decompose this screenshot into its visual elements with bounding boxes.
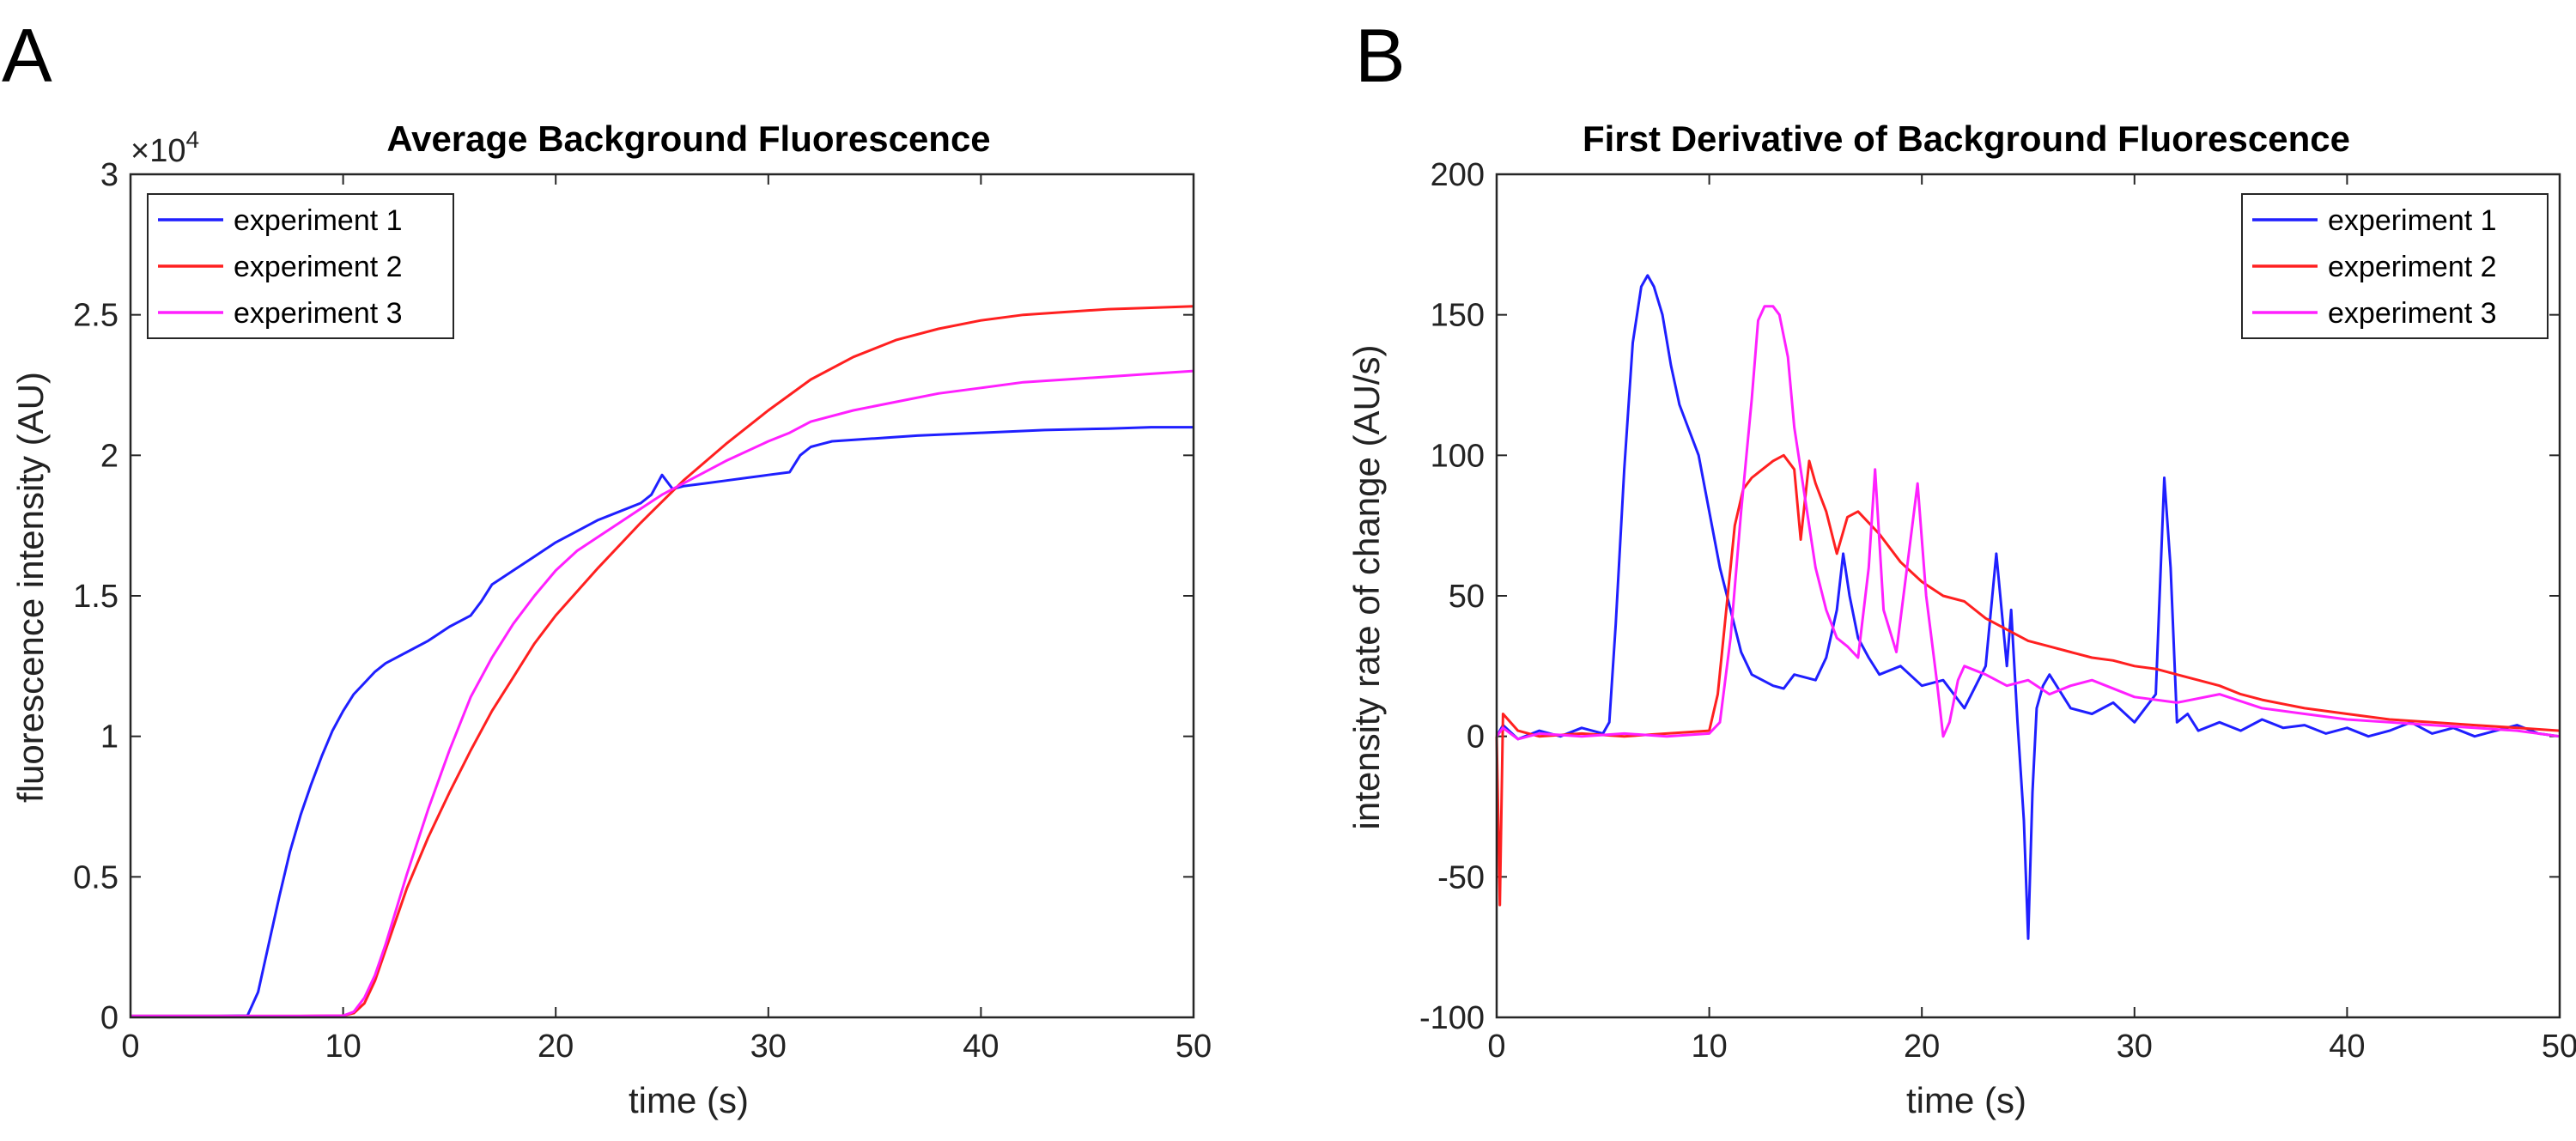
y-tick-label: 200 — [1431, 157, 1485, 193]
chart-a-y-exponent: ×104 — [131, 126, 199, 169]
chart-panel-b: First Derivative of Background Fluoresce… — [1346, 118, 2576, 1120]
x-tick-label: 40 — [963, 1029, 999, 1065]
x-tick-label: 30 — [750, 1029, 787, 1065]
x-tick-label: 50 — [1176, 1029, 1212, 1065]
y-tick-label: 2 — [100, 438, 118, 474]
y-tick-label: 2.5 — [73, 298, 118, 334]
chart-a-legend: experiment 1 experiment 2 experiment 3 — [147, 193, 454, 339]
legend-label-experiment-1: experiment 1 — [2328, 204, 2497, 237]
chart-b-ticks: 0 10 20 30 40 50 -100 -50 0 50 100 150 200 — [1419, 157, 2576, 1065]
y-tick-label: 1.5 — [73, 579, 118, 615]
x-tick-label: 0 — [1487, 1029, 1505, 1065]
legend-label-experiment-3: experiment 3 — [2328, 297, 2497, 330]
x-tick-label: 20 — [538, 1029, 574, 1065]
y-exponent-base: ×10 — [131, 133, 185, 169]
y-tick-label: 100 — [1431, 438, 1485, 474]
chart-panel-a: Average Background Fluorescence time (s)… — [10, 118, 1212, 1120]
panel-letter-a: A — [2, 13, 52, 98]
panel-letter-b: B — [1355, 13, 1406, 98]
y-tick-label: 0 — [100, 1000, 118, 1036]
y-exponent-power: 4 — [185, 126, 199, 153]
chart-a-title: Average Background Fluorescence — [386, 118, 990, 159]
y-tick-label: 50 — [1449, 579, 1485, 615]
series-line-experiment-3 — [1495, 305, 2561, 741]
legend-label-experiment-1: experiment 1 — [234, 204, 403, 237]
y-tick-label: -100 — [1419, 1000, 1485, 1036]
series-line-experiment-2 — [131, 305, 1194, 1017]
y-tick-label: 0 — [1467, 719, 1485, 756]
series-line-experiment-1 — [1495, 274, 2561, 940]
chart-b-xlabel: time (s) — [1906, 1080, 2026, 1120]
chart-a-ticks: 0 10 20 30 40 50 0 0.5 1 1.5 2 2.5 3 — [73, 157, 1212, 1065]
chart-a-ylabel: fluorescence intensity (AU) — [10, 372, 51, 803]
x-tick-label: 10 — [325, 1029, 361, 1065]
y-tick-label: -50 — [1437, 859, 1485, 895]
x-tick-label: 10 — [1691, 1029, 1727, 1065]
chart-b-title: First Derivative of Background Fluoresce… — [1583, 118, 2350, 159]
y-tick-label: 150 — [1431, 298, 1485, 334]
legend-label-experiment-2: experiment 2 — [2328, 251, 2497, 283]
legend-label-experiment-3: experiment 3 — [234, 297, 403, 330]
chart-b-legend: experiment 1 experiment 2 experiment 3 — [2241, 193, 2549, 339]
x-tick-label: 0 — [121, 1029, 139, 1065]
y-tick-label: 1 — [100, 719, 118, 756]
x-tick-label: 40 — [2329, 1029, 2365, 1065]
x-tick-label: 50 — [2542, 1029, 2576, 1065]
y-tick-label: 0.5 — [73, 859, 118, 895]
chart-b-ylabel: intensity rate of change (AU/s) — [1346, 345, 1387, 830]
series-line-experiment-1 — [131, 426, 1194, 1017]
chart-b-lines — [1495, 274, 2561, 940]
chart-a-axes-box — [129, 173, 1195, 1019]
x-tick-label: 30 — [2117, 1029, 2153, 1065]
chart-a-xlabel: time (s) — [629, 1080, 749, 1120]
chart-b-axes-box — [1495, 173, 2561, 1019]
x-tick-label: 20 — [1904, 1029, 1940, 1065]
y-tick-label: 3 — [100, 157, 118, 193]
chart-a-lines — [131, 305, 1194, 1017]
series-line-experiment-3 — [131, 369, 1194, 1017]
legend-label-experiment-2: experiment 2 — [234, 251, 403, 283]
